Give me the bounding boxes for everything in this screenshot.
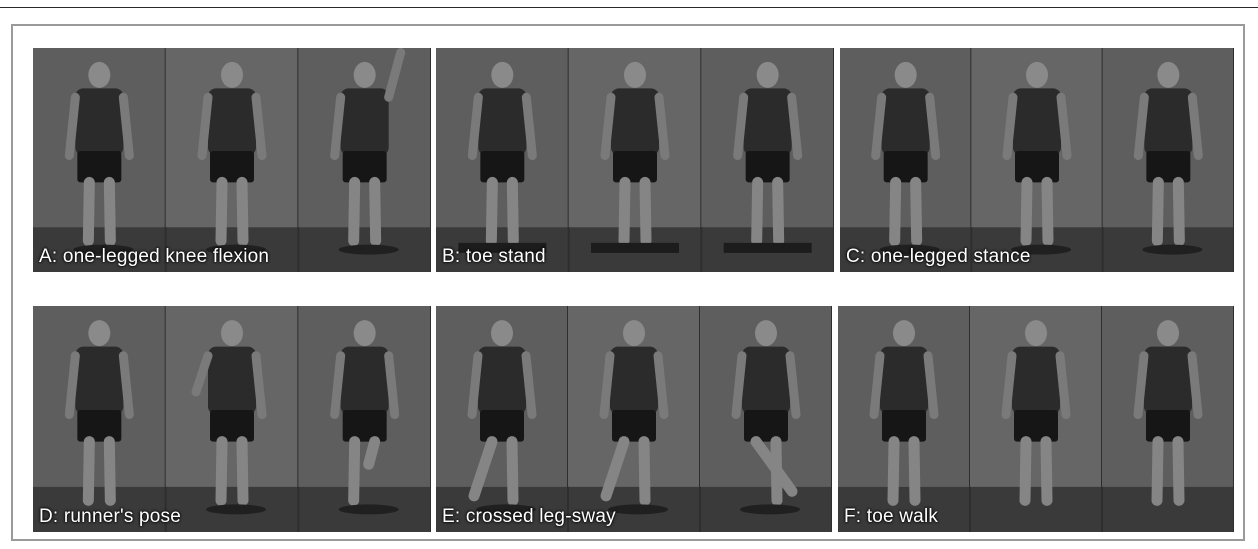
person-figure	[197, 61, 267, 247]
panel-e-photo	[436, 306, 832, 532]
panel-f-photo	[838, 306, 1234, 532]
panel-e-crossed-leg-sway: E: crossed leg-sway	[436, 306, 832, 532]
person-figure	[1001, 320, 1071, 506]
panel-b-caption: B: toe stand	[442, 246, 546, 267]
panel-a-caption: A: one-legged knee flexion	[39, 246, 270, 267]
person-figure	[731, 320, 801, 506]
person-figure	[600, 61, 670, 247]
panel-a-photo	[33, 48, 431, 272]
panel-c-caption: C: one-legged stance	[846, 246, 1031, 267]
panel-d-caption: D: runner's pose	[39, 506, 182, 527]
panel-d-photo	[33, 306, 431, 532]
panel-c-photo	[840, 48, 1234, 272]
panel-b-photo	[436, 48, 834, 272]
panel-b-toe-stand: B: toe stand	[436, 48, 834, 272]
top-rule	[0, 7, 1258, 8]
person-figure	[599, 320, 669, 506]
person-figure	[869, 320, 939, 506]
panel-f-caption: F: toe walk	[844, 506, 939, 527]
person-figure	[467, 320, 537, 506]
person-figure	[871, 61, 941, 247]
panel-c-one-legged-stance: C: one-legged stance	[840, 48, 1234, 272]
person-figure	[1133, 320, 1203, 506]
person-figure	[330, 320, 400, 506]
person-figure	[330, 48, 406, 247]
person-figure	[191, 320, 267, 506]
panel-a-knee-flexion: A: one-legged knee flexion	[33, 48, 431, 272]
person-figure	[64, 320, 134, 506]
panel-e-caption: E: crossed leg-sway	[442, 506, 616, 527]
person-figure	[467, 61, 537, 247]
person-figure	[1133, 61, 1203, 247]
person-figure	[64, 61, 134, 247]
person-figure	[1002, 61, 1072, 247]
panel-d-runners-pose: D: runner's pose	[33, 306, 431, 532]
panel-f-toe-walk: F: toe walk	[838, 306, 1234, 532]
person-figure	[733, 61, 803, 247]
